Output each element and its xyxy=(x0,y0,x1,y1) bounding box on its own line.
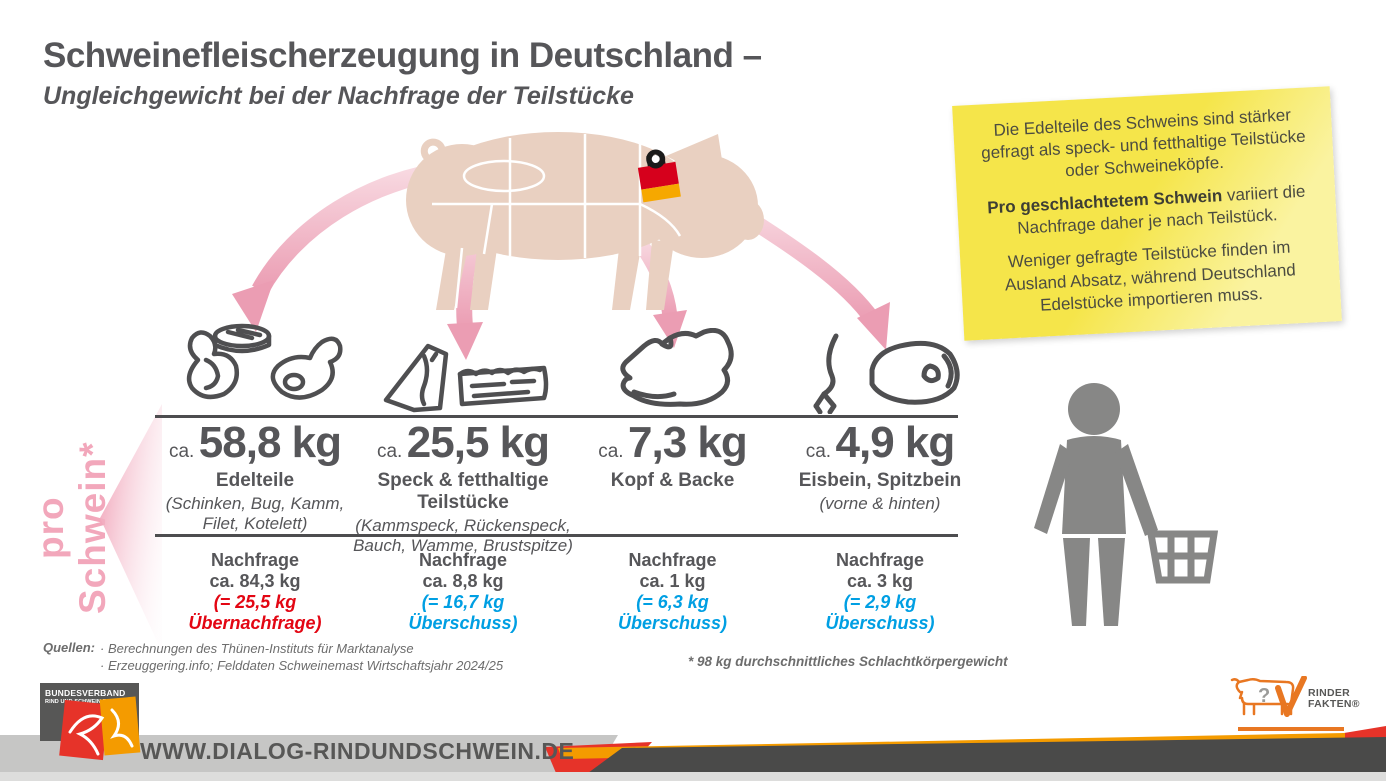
arrowheads xyxy=(232,280,890,360)
note-paragraph-1: Die Edelteile des Schweins sind stärker … xyxy=(980,105,1307,181)
demand-value: ca. 1 kg xyxy=(639,571,706,591)
page-subtitle: Ungleichgewicht bei der Nachfrage der Te… xyxy=(43,82,634,110)
per-pig-label: pro Schwein* xyxy=(30,441,113,615)
balance-line: Überschuss) xyxy=(408,613,518,633)
rinderfakten-underline xyxy=(1238,727,1344,731)
shopper-pictogram xyxy=(1034,383,1218,626)
pig-cut-lines xyxy=(432,134,682,309)
ca-prefix: ca. xyxy=(168,441,195,462)
person-silhouette xyxy=(1034,383,1158,626)
rinderfakten-logo: ? xyxy=(1230,676,1307,717)
weight-value: 7,3 kg xyxy=(628,418,748,467)
ca-prefix: ca. xyxy=(376,441,403,462)
footer-gray-band xyxy=(0,735,618,772)
brs-pig-outline xyxy=(110,708,134,748)
page-title: Schweinefleischerzeugung in Deutschland … xyxy=(43,36,762,75)
pig-diagram xyxy=(406,132,764,310)
weight-value: 25,5 kg xyxy=(406,418,550,467)
demand-kopf: Nachfrage ca. 1 kg (= 6,3 kg Überschuss) xyxy=(570,550,775,634)
balance-line: Übernachfrage) xyxy=(188,613,322,633)
ca-prefix: ca. xyxy=(598,441,624,462)
demand-label: Nachfrage xyxy=(418,550,508,570)
balance-line: (= 6,3 kg xyxy=(636,592,709,612)
divider-bottom xyxy=(155,534,958,537)
note-paragraph-3: Weniger gefragte Teilstücke finden im Au… xyxy=(1004,238,1297,315)
cut-name: Edelteile xyxy=(215,470,295,491)
note-paragraph-2: Pro geschlachtetem Schwein variiert die … xyxy=(975,180,1319,242)
demand-label: Nachfrage xyxy=(835,550,925,570)
source-item: · Erzeuggering.info; Felddaten Schweinem… xyxy=(100,658,504,673)
left-arrowhead-icon xyxy=(100,404,162,652)
balance-line: (= 25,5 kg xyxy=(213,592,297,612)
balance-line: (= 2,9 kg xyxy=(843,592,917,612)
demand-speck: Nachfrage ca. 8,8 kg (= 16,7 kg Überschu… xyxy=(341,550,585,634)
sources-list: · Berechnungen des Thünen-Instituts für … xyxy=(100,640,503,674)
cut-details: (Schinken, Bug, Kamm, Filet, Kotelett) xyxy=(165,493,345,534)
demand-value: ca. 3 kg xyxy=(846,571,914,591)
cut-details: (Kammspeck, Rückenspeck, Bauch, Wamme, B… xyxy=(353,515,573,556)
demand-eisbein: Nachfrage ca. 3 kg (= 2,9 kg Überschuss) xyxy=(775,550,985,634)
basket-icon xyxy=(1146,530,1218,584)
column-speck: ca. 25,5 kg Speck & fetthaltige Teilstüc… xyxy=(341,418,585,556)
question-mark: ? xyxy=(1258,685,1270,707)
arrowhead-down-icon xyxy=(232,280,274,332)
sources-label: Quellen: xyxy=(43,640,96,655)
arrowhead-down-icon xyxy=(447,322,483,360)
cut-details: (vorne & hinten) xyxy=(819,493,941,513)
demand-label: Nachfrage xyxy=(210,550,300,570)
demand-value: ca. 84,3 kg xyxy=(209,571,301,591)
cut-name: Eisbein, Spitzbein xyxy=(798,470,962,491)
rinderfakten-line1: RINDER xyxy=(1308,687,1351,699)
rinderfakten-text: RINDER FAKTEN® xyxy=(1308,688,1360,710)
arrowhead-down-icon xyxy=(857,302,890,350)
carcass-weight-footnote: * 98 kg durchschnittliches Schlachtkörpe… xyxy=(688,654,1008,669)
divider-top xyxy=(155,415,958,418)
cut-name: Kopf & Backe xyxy=(610,470,735,491)
website-url: WWW.DIALOG-RINDUNDSCHWEIN.DE xyxy=(140,738,575,764)
ear-tag-icon xyxy=(637,149,681,203)
demand-value: ca. 8,8 kg xyxy=(422,571,504,591)
balance-line: Überschuss) xyxy=(825,613,935,633)
ca-prefix: ca. xyxy=(805,441,832,462)
cow-outline-icon xyxy=(1230,677,1295,716)
balance-line: Überschuss) xyxy=(617,613,728,633)
sticky-note: Die Edelteile des Schweins sind stärker … xyxy=(952,86,1342,341)
column-edelteile: ca. 58,8 kg Edelteile (Schinken, Bug, Ka… xyxy=(150,418,360,535)
source-item: · Berechnungen des Thünen-Instituts für … xyxy=(100,641,414,656)
arrowhead-down-icon xyxy=(653,310,687,348)
column-eisbein: ca. 4,9 kg Eisbein, Spitzbein (vorne & h… xyxy=(775,418,985,514)
column-kopf: ca. 7,3 kg Kopf & Backe xyxy=(570,418,775,492)
speck-icon xyxy=(383,343,549,413)
pig-cuts-illustration xyxy=(232,132,890,360)
pig-head-icon xyxy=(620,328,734,407)
edelteile-cuts-icon xyxy=(186,323,343,400)
brs-logo-panels xyxy=(59,696,141,761)
rinderfakten-line2: FAKTEN® xyxy=(1308,698,1360,710)
footer-bottom-strip xyxy=(0,772,1386,781)
demand-edelteile: Nachfrage ca. 84,3 kg (= 25,5 kg Übernac… xyxy=(150,550,360,634)
brs-cattle-outline xyxy=(68,714,105,756)
brs-logo-line1: BUNDESVERBAND xyxy=(45,688,126,698)
footer-charcoal-band xyxy=(588,737,1386,773)
cut-name: Speck & fetthaltige Teilstücke xyxy=(377,470,549,513)
demand-label: Nachfrage xyxy=(628,550,717,570)
checkmark-icon xyxy=(1275,676,1307,717)
footer-ribbon xyxy=(0,726,1386,781)
eisbein-icon xyxy=(813,333,960,414)
weight-value: 58,8 kg xyxy=(198,418,342,467)
balance-line: (= 16,7 kg xyxy=(421,592,505,612)
weight-value: 4,9 kg xyxy=(835,418,956,467)
